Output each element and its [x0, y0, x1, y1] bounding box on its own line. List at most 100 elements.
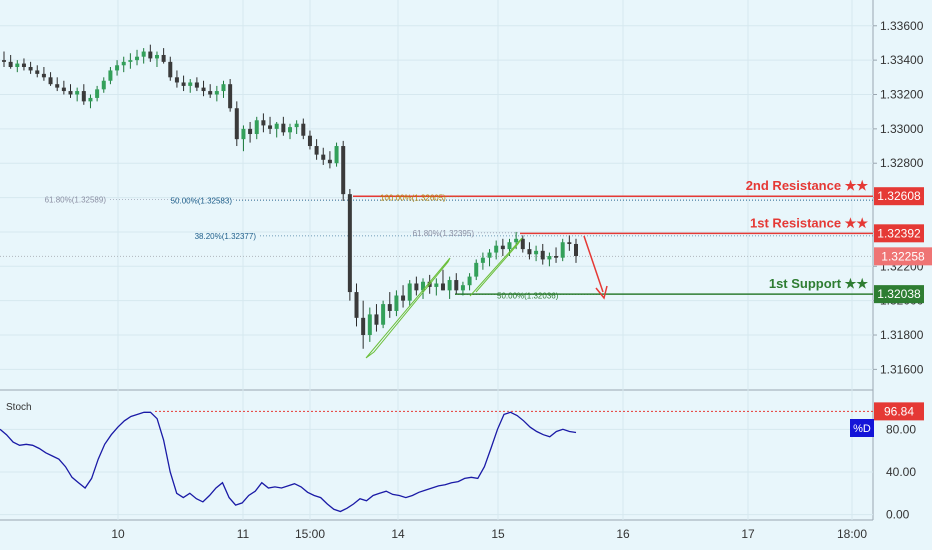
current-price-label: 1.32258 — [881, 249, 925, 263]
time-tick-label: 10 — [111, 527, 125, 541]
candle-body — [254, 120, 259, 135]
candle-body — [407, 283, 412, 301]
fib-label: 38.20%(1.32377) — [195, 232, 257, 241]
candle-body — [2, 60, 6, 62]
candle-body — [421, 281, 426, 291]
candle-body — [228, 84, 233, 109]
candle-body — [527, 249, 532, 255]
candle-body — [434, 283, 439, 287]
level-name: 1st Resistance ★★ — [750, 215, 868, 230]
candle-body — [467, 276, 472, 286]
fib-label: 50.00%(1.32036) — [497, 291, 559, 300]
stoch-reference-label: 96.84 — [884, 404, 914, 418]
candle-body — [520, 238, 525, 250]
time-tick-label: 15 — [491, 527, 505, 541]
candle-body — [381, 304, 386, 325]
candle-body — [61, 87, 66, 92]
candle-body — [347, 194, 352, 293]
fibonacci-labels: 61.80%(1.32589) 50.00%(1.32583) 100.00%(1.… — [45, 194, 873, 300]
candle-body — [361, 317, 366, 336]
current-price-tag — [874, 247, 932, 266]
candle-body — [354, 292, 359, 318]
candle-body — [507, 242, 512, 250]
price-tick-label: 1.31800 — [880, 328, 924, 342]
price-tick-label: 1.33000 — [880, 122, 924, 136]
candle-body — [540, 250, 545, 260]
candle-body — [554, 255, 559, 258]
candle-body — [241, 128, 246, 140]
candle-body — [314, 146, 319, 155]
candle-body — [135, 56, 140, 61]
candle-body — [141, 51, 146, 57]
axes: 1.33600 1.33400 1.33200 1.33000 1.32800 1.326… — [111, 19, 932, 541]
candle-body — [121, 61, 126, 66]
candle-body — [81, 91, 86, 102]
stoch-tick-label: 0.00 — [886, 508, 910, 522]
price-tick-label: 1.32800 — [880, 156, 924, 170]
candle-body — [500, 245, 505, 250]
candle-body — [161, 54, 166, 62]
candle-body — [15, 63, 20, 68]
candle-body — [68, 91, 73, 95]
candle-body — [334, 146, 339, 164]
candle-body — [394, 295, 399, 311]
grid — [0, 0, 873, 520]
time-tick-label: 17 — [741, 527, 755, 541]
candle-body — [534, 250, 539, 255]
candle-body — [154, 54, 159, 59]
candle-body — [194, 82, 199, 88]
level-price-label: 1.32038 — [877, 287, 921, 301]
time-tick-label: 11 — [237, 527, 250, 541]
projection-arrow-head — [595, 285, 608, 300]
fib-label: 50.00%(1.32583) — [171, 196, 233, 205]
stoch-title: Stoch — [6, 402, 32, 413]
level-name: 1st Support ★★ — [769, 276, 868, 291]
candle-body — [21, 63, 26, 68]
candle-body — [234, 108, 239, 140]
fib-label: 61.80%(1.32589) — [45, 195, 107, 204]
candle-body — [261, 120, 266, 126]
pattern-wedge-drawing — [469, 237, 523, 297]
candle-body — [115, 65, 120, 71]
candle-body — [48, 77, 53, 85]
candle-body — [75, 91, 80, 95]
candle-body — [374, 314, 379, 325]
candle-body — [28, 67, 33, 71]
candle-body — [168, 61, 173, 78]
candle-body — [454, 280, 459, 291]
pattern-wedge-drawing — [365, 257, 451, 359]
candle-body — [560, 242, 565, 258]
candle-body — [88, 97, 93, 102]
candle-body — [401, 295, 406, 301]
candle-body — [387, 304, 392, 311]
candle-body — [440, 283, 445, 291]
candle-body — [414, 283, 419, 291]
candle-body — [201, 87, 206, 92]
level-price-label: 1.32608 — [877, 189, 921, 203]
price-tick-label: 1.33400 — [880, 53, 924, 67]
candle-body — [487, 252, 492, 258]
candle-body — [288, 127, 292, 133]
candle-body — [460, 285, 465, 291]
drawings — [365, 235, 608, 359]
level-price-label: 1.32392 — [877, 226, 921, 240]
candle-body — [327, 159, 332, 164]
candle-body — [321, 154, 326, 160]
candle-body — [494, 245, 499, 253]
candle-body — [108, 70, 113, 81]
stoch-reference-tag — [874, 402, 924, 421]
candle-body — [55, 84, 60, 88]
level-price-tag — [874, 285, 924, 304]
time-tick-label: 14 — [391, 527, 405, 541]
candle-body — [214, 91, 219, 95]
candlestick-series — [2, 44, 578, 349]
level-price-tag — [874, 224, 924, 243]
candle-body — [188, 82, 193, 86]
candle-body — [307, 135, 312, 147]
stoch-series-label: %D — [853, 423, 871, 435]
projection-arrow-shaft — [583, 235, 604, 293]
candle-body — [294, 123, 299, 128]
